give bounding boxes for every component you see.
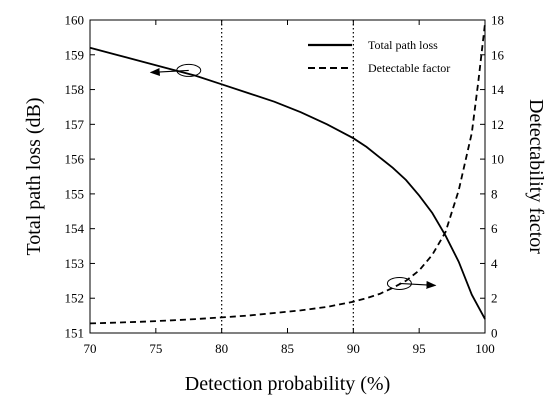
- x-axis-title: Detection probability (%): [185, 373, 391, 395]
- y-left-tick-label: 158: [65, 82, 85, 97]
- y-right-tick-label: 0: [491, 326, 498, 341]
- y-axis-left-title: Total path loss (dB): [23, 97, 45, 255]
- x-tick-label: 100: [475, 341, 495, 356]
- y-right-tick-label: 18: [491, 13, 504, 28]
- legend-label-detectable-factor: Detectable factor: [368, 61, 450, 75]
- y-left-tick-label: 155: [65, 186, 85, 201]
- annotation-layer: [149, 63, 437, 290]
- reference-lines: [221, 20, 354, 333]
- y-right-tick-label: 10: [491, 152, 504, 167]
- y-left-tick-label: 153: [65, 256, 85, 271]
- y-left-tick-label: 151: [65, 326, 85, 341]
- y-right-tick-label: 4: [491, 256, 498, 271]
- legend: Total path loss Detectable factor: [308, 38, 450, 75]
- annotation-arrow-right: [399, 280, 437, 289]
- y-right-tick-label: 8: [491, 186, 498, 201]
- x-tick-label: 80: [215, 341, 228, 356]
- annotation-arrow-left: [149, 67, 189, 76]
- y-axis-right: 0 2 4 6 8 10 12 14 16 18: [480, 13, 505, 341]
- legend-label-total-path-loss: Total path loss: [368, 38, 438, 52]
- y-left-tick-label: 159: [65, 47, 85, 62]
- x-tick-label: 90: [347, 341, 360, 356]
- x-axis: 70 75 80 85 90 95 100: [84, 20, 495, 356]
- y-right-tick-label: 12: [491, 117, 504, 132]
- y-left-tick-label: 156: [65, 152, 85, 167]
- y-right-tick-label: 2: [491, 291, 498, 306]
- y-right-tick-label: 14: [491, 82, 505, 97]
- y-left-tick-label: 160: [65, 13, 85, 28]
- y-axis-right-title: Detectability factor: [525, 99, 547, 254]
- x-tick-label: 85: [281, 341, 294, 356]
- annotation-ellipse: [386, 276, 412, 290]
- series-line-detectable-factor: [89, 23, 486, 325]
- y-left-tick-label: 152: [65, 291, 85, 306]
- y-right-tick-label: 6: [491, 221, 498, 236]
- y-right-tick-label: 16: [491, 47, 505, 62]
- y-left-tick-label: 154: [65, 221, 85, 236]
- y-left-tick-label: 157: [65, 117, 85, 132]
- x-tick-label: 95: [413, 341, 426, 356]
- x-tick-label: 75: [149, 341, 162, 356]
- annotation-ellipse: [176, 63, 202, 77]
- y-axis-left: 151 152 153 154 155 156 157 158 159 160: [65, 13, 95, 341]
- series-line-total-path-loss: [89, 46, 486, 320]
- x-tick-label: 70: [84, 341, 97, 356]
